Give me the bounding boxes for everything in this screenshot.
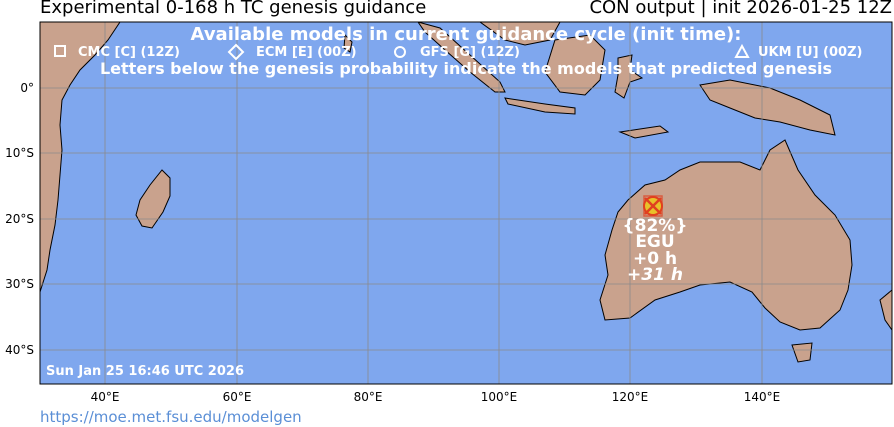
land-new-guinea xyxy=(699,79,836,136)
land-sri-lanka xyxy=(343,33,353,53)
lat-label-20s: 20°S xyxy=(5,212,34,226)
genesis-marker xyxy=(643,195,663,217)
lat-label-30s: 30°S xyxy=(5,277,34,291)
land-java xyxy=(504,97,576,115)
land-indochina xyxy=(479,22,561,46)
lat-label-10s: 10°S xyxy=(5,146,34,160)
source-link[interactable]: https://moe.met.fsu.edu/modelgen xyxy=(40,408,302,426)
genesis-models: EGU xyxy=(635,232,674,252)
land-tasmania xyxy=(791,342,813,363)
init-time-title: CON output | init 2026-01-25 12Z xyxy=(589,0,892,18)
legend-heading: Available models in current guidance cyc… xyxy=(191,24,742,45)
genesis-first-time: +0 h xyxy=(633,249,677,269)
genesis-last-time: +31 h xyxy=(627,265,683,285)
lon-label-40e: 40°E xyxy=(91,390,120,404)
graticule xyxy=(40,22,892,384)
land-new-zealand xyxy=(879,289,892,331)
lon-label-80e: 80°E xyxy=(354,390,383,404)
land-sumatra xyxy=(417,22,506,93)
land-madagascar xyxy=(135,169,171,229)
timestamp: Sun Jan 25 16:46 UTC 2026 xyxy=(46,364,244,379)
circle-icon xyxy=(394,46,406,58)
legend-model-ecm: ECM [E] (00Z) xyxy=(256,45,357,60)
legend-model-ukm: UKM [U] (00Z) xyxy=(758,45,862,60)
legend-model-gfs: GFS [G] (12Z) xyxy=(420,45,520,60)
lat-label-40s: 40°S xyxy=(5,343,34,357)
triangle-icon xyxy=(734,43,750,58)
map-title: Experimental 0-168 h TC genesis guidance xyxy=(40,0,427,18)
genesis-probability: {82%} xyxy=(623,216,688,236)
lon-label-60e: 60°E xyxy=(223,390,252,404)
square-icon xyxy=(54,45,66,57)
lat-label-0: 0° xyxy=(20,81,34,95)
land-africa xyxy=(40,22,121,293)
legend-model-cmc: CMC [C] (12Z) xyxy=(78,45,180,60)
lon-label-100e: 100°E xyxy=(481,390,518,404)
diamond-icon xyxy=(227,43,245,61)
lon-label-120e: 120°E xyxy=(612,390,649,404)
legend-note: Letters below the genesis probability in… xyxy=(100,59,832,78)
land-australia xyxy=(599,139,853,331)
lon-label-140e: 140°E xyxy=(744,390,781,404)
land-borneo xyxy=(544,34,606,96)
